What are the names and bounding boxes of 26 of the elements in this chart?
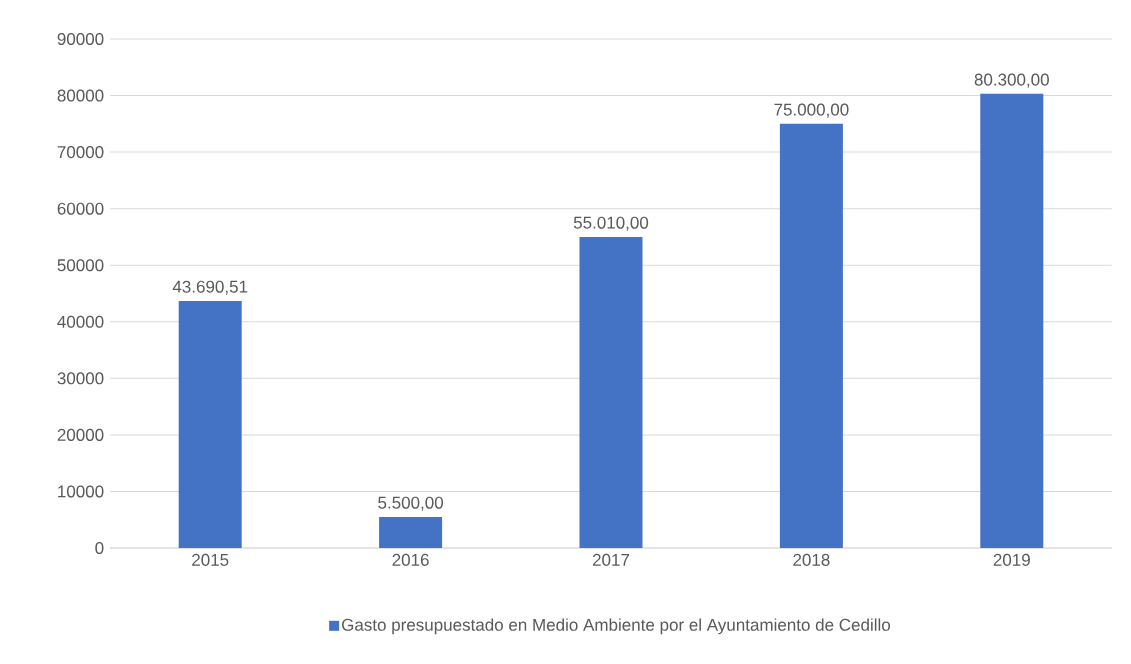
bar [379,516,443,548]
data-label: 43.690,51 [172,280,248,295]
y-tick-label: 90000 [57,32,104,46]
y-tick-label: 60000 [57,202,104,215]
bar [579,236,643,548]
data-label: 75.000,00 [774,103,849,118]
y-tick-label: 80000 [57,89,104,102]
x-tick-label: 2016 [392,553,429,566]
x-tick-label: 2018 [793,553,830,566]
bar [980,93,1044,548]
data-label: 5.500,00 [378,496,444,511]
bar [178,300,242,548]
y-tick-label: 50000 [57,259,104,272]
bar [779,123,843,548]
data-label: 80.300,00 [974,73,1049,88]
y-tick-label: 70000 [57,146,104,159]
y-tick-label: 10000 [58,485,104,498]
x-tick-label: 2017 [592,553,630,566]
x-tick-label: 2019 [993,553,1030,566]
y-tick-label: 30000 [57,372,104,385]
y-tick-label: 20000 [57,428,104,441]
x-tick-label: 2015 [192,553,229,566]
data-label: 55.010,00 [573,216,649,231]
y-tick-label: 40000 [57,315,104,328]
legend-label: Gasto presupuestado en Medio Ambiente por el Ayuntamiento de Cedillo [342,618,891,635]
y-tick-label: 0 [95,541,104,555]
